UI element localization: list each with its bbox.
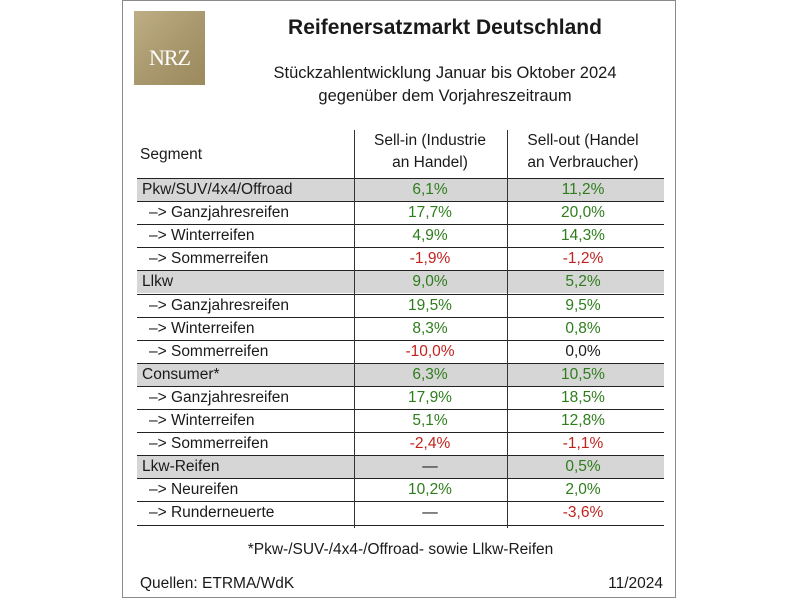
sell-out-value: 0,0%: [565, 342, 601, 360]
header-sell-in: Sell-in (Industrie an Handel): [355, 130, 505, 174]
sell-in-value: 4,9%: [412, 227, 448, 245]
sell-out-value: 14,3%: [561, 227, 605, 245]
sell-in-value: 10,2%: [408, 481, 452, 499]
sell-in-value: 19,5%: [408, 296, 452, 314]
table-row: –> Neureifen 10,2% 2,0%: [137, 478, 664, 501]
header-sell-out-line-2: an Verbraucher): [527, 154, 639, 171]
subtitle: Stückzahlentwicklung Januar bis Oktober …: [215, 62, 675, 108]
sell-in-value: 8,3%: [412, 319, 448, 337]
table-bottom-rule: [137, 524, 664, 526]
page-title: Reifenersatzmarkt Deutschland: [288, 16, 602, 39]
row-label: –> Winterreifen: [149, 412, 255, 429]
sell-out-value: 11,2%: [561, 181, 605, 198]
header-sell-out-line-1: Sell-out (Handel: [527, 132, 639, 149]
header-sell-out: Sell-out (Handel an Verbraucher): [508, 130, 658, 174]
subtitle-line-2: gegenüber dem Vorjahreszeitraum: [318, 87, 572, 105]
sell-in-value: -1,9%: [409, 250, 451, 268]
table-row: –> Ganzjahresreifen 19,5% 9,5%: [137, 293, 664, 317]
row-label: –> Winterreifen: [149, 227, 255, 245]
sell-in-value: 17,9%: [408, 388, 452, 406]
row-label: –> Ganzjahresreifen: [149, 388, 290, 406]
table-row: Lkw-Reifen — 0,5%: [137, 455, 664, 479]
sell-out-value: 18,5%: [561, 388, 605, 406]
sell-out-value: -1,2%: [562, 250, 604, 268]
table-row: –> Sommerreifen -1,9% -1,2%: [137, 247, 664, 270]
table-row: –> Winterreifen 8,3% 0,8%: [137, 316, 664, 340]
table-row: –> Ganzjahresreifen 17,9% 18,5%: [137, 385, 664, 409]
row-label: –> Sommerreifen: [149, 342, 269, 360]
table-row: –> Winterreifen 5,1% 12,8%: [137, 409, 664, 432]
row-label: Pkw/SUV/4x4/Offroad: [142, 181, 293, 198]
sell-in-value: -2,4%: [409, 435, 451, 453]
sell-out-value: -1,1%: [562, 435, 604, 453]
logo-text: NRZ: [149, 45, 191, 70]
infographic-frame: [122, 0, 676, 598]
sell-in-value: -10,0%: [405, 342, 455, 360]
header-segment: Segment: [140, 146, 203, 163]
table-row: Consumer* 6,3% 10,5%: [137, 362, 664, 386]
sell-out-value: 20,0%: [561, 204, 605, 222]
sell-in-value: 5,1%: [412, 412, 448, 429]
sell-in-value: 6,1%: [412, 181, 448, 198]
table-row: Pkw/SUV/4x4/Offroad 6,1% 11,2%: [137, 178, 664, 201]
header-sell-in-line-1: Sell-in (Industrie: [374, 132, 486, 149]
row-label: –> Neureifen: [149, 481, 239, 499]
footnote: *Pkw-/SUV-/4x4-/Offroad- sowie Llkw-Reif…: [247, 541, 554, 558]
sell-out-value: -3,6%: [562, 504, 604, 522]
sell-out-value: 9,5%: [565, 296, 601, 314]
date-stamp: 11/2024: [608, 575, 663, 592]
sell-in-value: 17,7%: [408, 204, 452, 222]
row-label: –> Runderneuerte: [149, 504, 275, 522]
table-row: –> Sommerreifen -2,4% -1,1%: [137, 432, 664, 455]
table-row: –> Ganzjahresreifen 17,7% 20,0%: [137, 201, 664, 224]
sell-in-value: —: [422, 458, 438, 476]
sell-out-value: 5,2%: [565, 273, 601, 291]
header-sell-in-line-2: an Handel): [392, 154, 468, 171]
table-row: –> Winterreifen 4,9% 14,3%: [137, 224, 664, 247]
column-divider-2: [507, 130, 508, 528]
sell-out-value: 12,8%: [561, 412, 605, 429]
sell-in-value: 9,0%: [412, 273, 448, 291]
row-label: Consumer*: [142, 365, 220, 383]
column-divider-1: [354, 130, 355, 528]
table-row: –> Sommerreifen -10,0% 0,0%: [137, 339, 664, 363]
row-label: –> Sommerreifen: [149, 435, 269, 453]
table-row: –> Runderneuerte — -3,6%: [137, 501, 664, 524]
sell-out-value: 0,8%: [565, 319, 601, 337]
row-label: –> Sommerreifen: [149, 250, 269, 268]
nrz-logo: NRZ: [134, 11, 205, 85]
sell-out-value: 0,5%: [565, 458, 601, 476]
row-label: –> Ganzjahresreifen: [149, 296, 290, 314]
table-row: Llkw 9,0% 5,2%: [137, 270, 664, 294]
sell-in-value: —: [422, 504, 438, 522]
row-label: –> Winterreifen: [149, 319, 255, 337]
sell-out-value: 10,5%: [561, 365, 605, 383]
row-label: Lkw-Reifen: [142, 458, 220, 476]
row-label: –> Ganzjahresreifen: [149, 204, 290, 222]
row-label: Llkw: [142, 273, 174, 291]
source-note: Quellen: ETRMA/WdK: [140, 575, 295, 592]
subtitle-line-1: Stückzahlentwicklung Januar bis Oktober …: [273, 64, 617, 82]
sell-out-value: 2,0%: [565, 481, 601, 499]
sell-in-value: 6,3%: [412, 365, 448, 383]
